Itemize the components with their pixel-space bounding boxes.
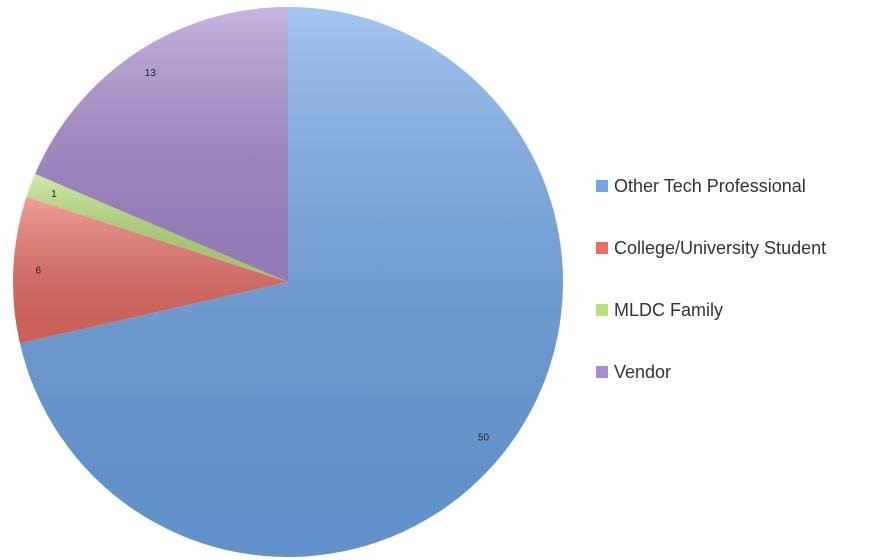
legend-swatch (596, 242, 608, 254)
pie: 50 6 1 13 (12, 7, 563, 557)
legend-swatch (596, 180, 608, 192)
value-label: 1 (51, 189, 57, 200)
legend-swatch (596, 366, 608, 378)
legend-swatch (596, 304, 608, 316)
legend-label: Vendor (614, 362, 671, 382)
legend-label: MLDC Family (614, 300, 723, 320)
slice-shade (26, 173, 288, 282)
slice-shade (19, 7, 563, 557)
slice-shade (12, 197, 288, 344)
value-label: 50 (478, 433, 490, 444)
slice-shade (35, 7, 288, 282)
legend-label: College/University Student (614, 238, 826, 258)
value-label: 6 (35, 265, 41, 276)
legend-label: Other Tech Professional (614, 176, 806, 196)
legend: Other Tech Professional College/Universit… (596, 176, 826, 382)
value-label: 13 (145, 68, 157, 79)
